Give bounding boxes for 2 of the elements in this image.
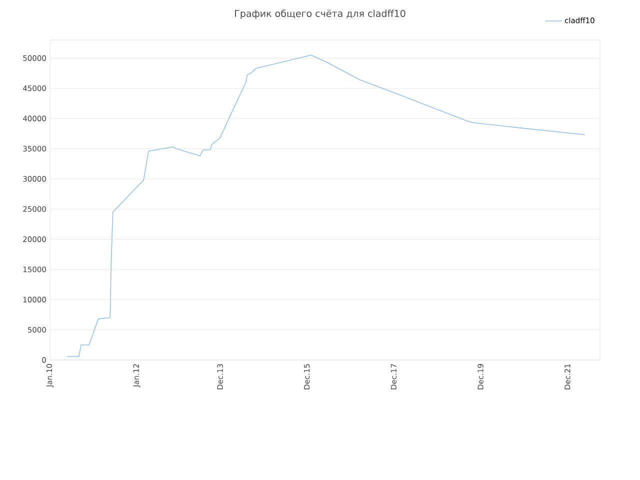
line-series [66,54,586,358]
chart-title: График общего счёта для cladff10 [235,10,406,19]
